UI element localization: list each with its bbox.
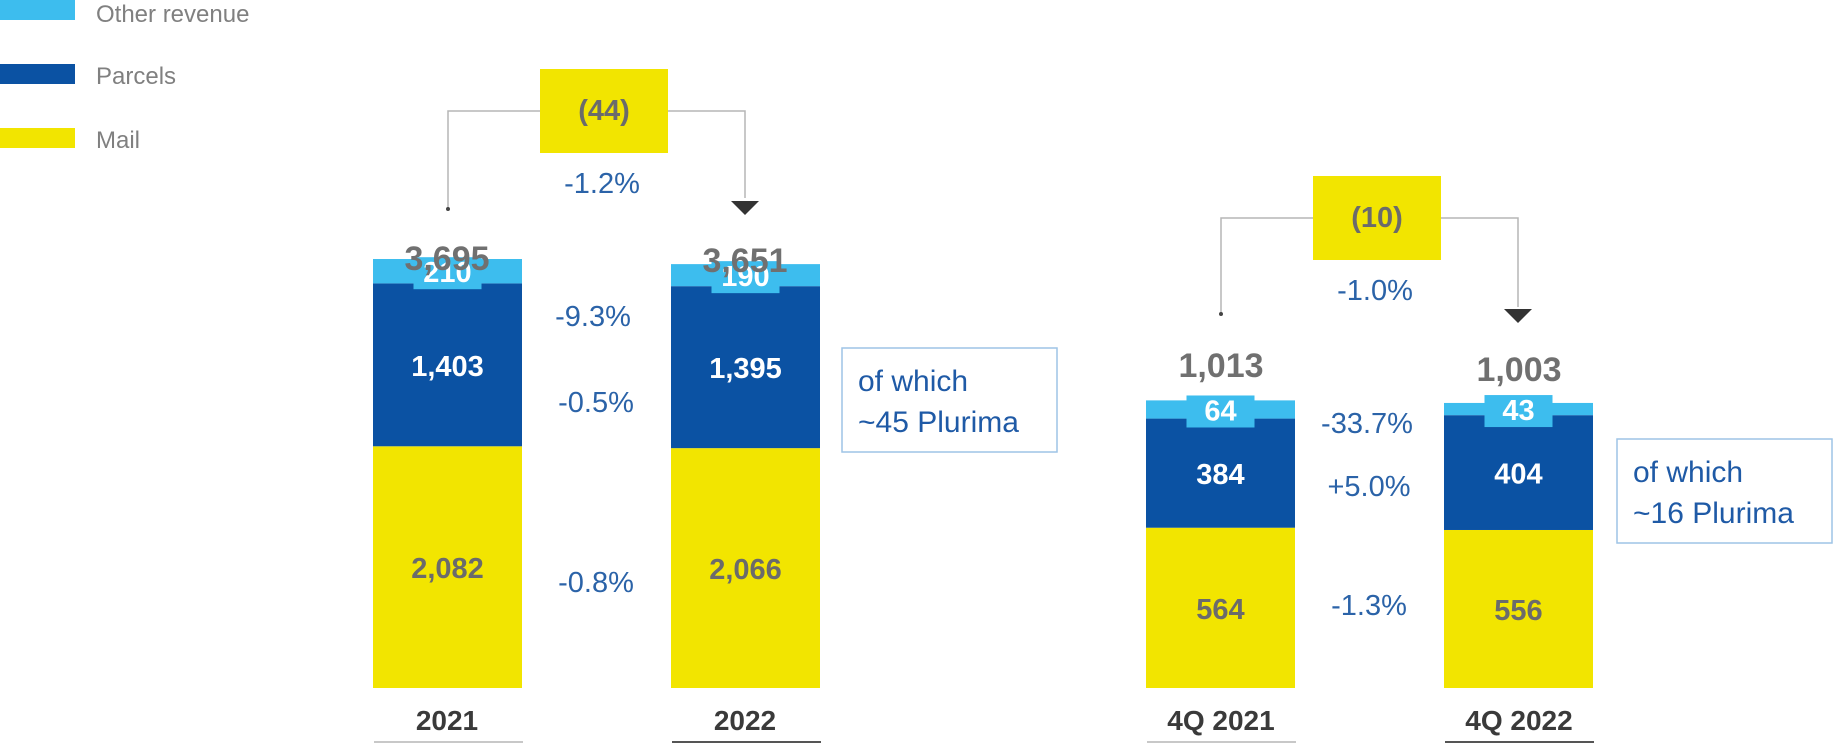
legend-swatch-other-revenue (0, 0, 75, 20)
difference-annotation-fy: (44) -1.2% (446, 69, 759, 215)
segment-change-mail: -1.3% (1331, 590, 1407, 622)
bar-value-label-other-revenue: 190 (721, 261, 769, 293)
bar-segment-parcels (1444, 415, 1593, 530)
difference-box (540, 69, 668, 153)
note-box (1616, 438, 1833, 544)
bar-value-label-parcels: 1,395 (709, 353, 782, 385)
bar-segment-parcels (671, 286, 820, 449)
group-fy-labels: 3,695 3,651 -9.3% -0.5% -0.8% 2021 2022 … (374, 240, 1058, 743)
note-line-2: ~45 Plurima (858, 406, 1019, 439)
segment-change-other: -9.3% (555, 301, 631, 333)
total-label: 3,695 (404, 240, 489, 278)
difference-pct: -1.0% (1337, 275, 1413, 307)
legend: Other revenue Parcels Mail (0, 0, 249, 154)
total-label: 1,003 (1476, 351, 1561, 389)
difference-value: (10) (1351, 202, 1403, 234)
segment-change-mail: -0.8% (558, 567, 634, 599)
note-line-2: ~16 Plurima (1633, 497, 1794, 530)
bar-segment-mail (1146, 527, 1295, 688)
legend-swatch-parcels (0, 64, 75, 84)
group-q4-labels: 1,013 1,003 -33.7% +5.0% -1.3% 4Q 2021 4… (1147, 347, 1833, 743)
bar-segment-mail (671, 448, 820, 688)
legend-label-parcels: Parcels (96, 63, 176, 90)
note-line-1: of which (1633, 456, 1743, 489)
bar-value-label-parcels: 384 (1196, 459, 1244, 491)
connector-arrow (731, 201, 759, 215)
connector-dot (1219, 312, 1223, 316)
bar-segment-parcels (1146, 418, 1295, 528)
total-label: 1,013 (1178, 347, 1263, 385)
value-tag (413, 257, 482, 290)
bar-value-label-mail: 2,082 (411, 553, 484, 585)
connector-dot (446, 207, 450, 211)
category-label: 4Q 2021 (1167, 705, 1274, 736)
bar-value-label-other-revenue: 210 (423, 257, 471, 289)
bar-value-label-other-revenue: 64 (1204, 395, 1236, 427)
bar-value-label-parcels: 404 (1494, 459, 1542, 491)
bars: 2,082 1,403 210 2,066 1,395 190 564 384 64 556 404… (373, 257, 1593, 688)
note-line-1: of which (858, 365, 968, 398)
difference-box (1313, 176, 1441, 260)
total-label: 3,651 (702, 242, 787, 280)
note-box (841, 347, 1058, 453)
difference-pct: -1.2% (564, 168, 640, 200)
legend-label-other-revenue: Other revenue (96, 1, 249, 28)
legend-swatch-mail (0, 128, 75, 148)
value-tag (1186, 395, 1255, 428)
legend-label-mail: Mail (96, 127, 140, 154)
bar-segment-parcels (373, 283, 522, 447)
category-label: 2021 (416, 705, 478, 736)
bar-value-label-mail: 564 (1196, 594, 1244, 626)
segment-change-parcels: +5.0% (1327, 471, 1410, 503)
segment-change-other: -33.7% (1321, 408, 1413, 440)
bar-value-label-other-revenue: 43 (1502, 395, 1534, 427)
bar-segment-mail (373, 446, 522, 688)
bar-value-label-mail: 556 (1494, 595, 1542, 627)
bar-value-label-parcels: 1,403 (411, 351, 484, 383)
bar-value-label-mail: 2,066 (709, 554, 782, 586)
difference-annotation-q4: (10) -1.0% (1219, 176, 1532, 323)
value-tag (1484, 395, 1553, 428)
difference-value: (44) (578, 95, 630, 127)
category-label: 2022 (714, 705, 776, 736)
connector-arrow (1504, 309, 1532, 323)
segment-change-parcels: -0.5% (558, 387, 634, 419)
bar-segment-mail (1444, 529, 1593, 688)
value-tag (711, 261, 780, 294)
category-label: 4Q 2022 (1465, 705, 1572, 736)
